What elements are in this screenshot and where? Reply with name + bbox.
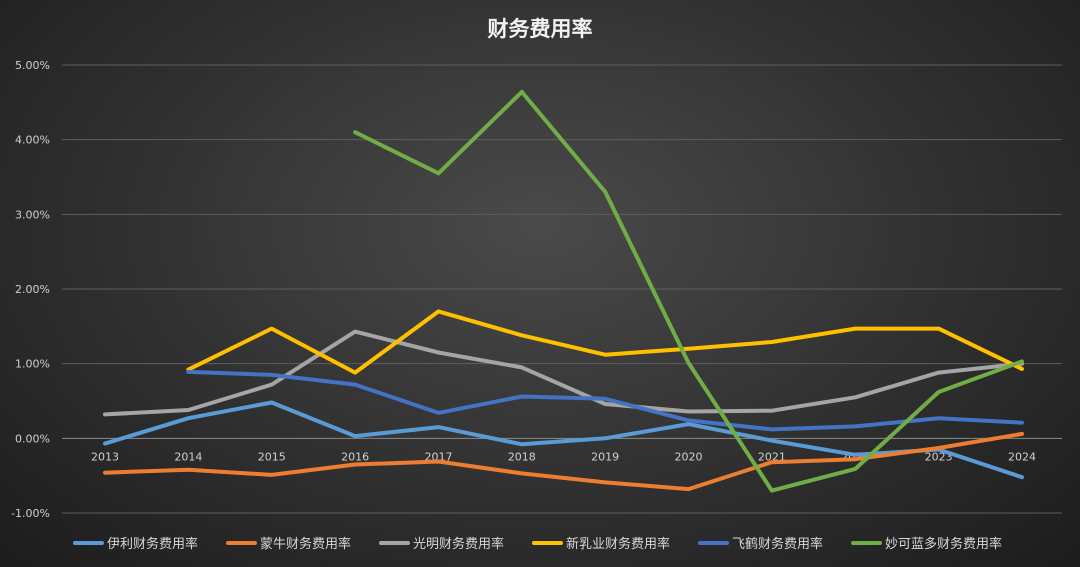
y-tick-label: 4.00%	[15, 134, 50, 147]
gridlines	[62, 64, 1062, 514]
series-line-5	[186, 369, 1024, 432]
x-tick-label: 2013	[91, 450, 119, 463]
y-tick-label: 5.00%	[15, 59, 50, 72]
legend-label: 伊利财务费用率	[107, 536, 198, 552]
x-tick-label: 2018	[508, 450, 536, 463]
y-tick-label: 2.00%	[15, 283, 50, 296]
legend: 伊利财务费用率 蒙牛财务费用率 光明财务费用率 新乳业财务费用率 飞鹤财务费用率 妙可蓝多…	[73, 536, 1002, 552]
y-tick-label: -1.00%	[11, 507, 50, 520]
x-tick-label: 2015	[258, 450, 286, 463]
legend-label: 蒙牛财务费用率	[260, 536, 351, 552]
y-tick-label: 1.00%	[15, 358, 50, 371]
chart-title: 财务费用率	[488, 17, 593, 41]
y-axis: -1.00% 0.00% 1.00% 2.00% 3.00% 4.00% 5.00%	[11, 59, 50, 520]
legend-label: 新乳业财务费用率	[566, 536, 670, 552]
x-tick-label: 2016	[341, 450, 369, 463]
x-tick-label: 2014	[174, 450, 202, 463]
series-lines	[103, 89, 1024, 493]
y-tick-label: 0.00%	[15, 432, 50, 445]
x-tick-label: 2024	[1008, 450, 1036, 463]
series-line-6	[353, 89, 1024, 493]
x-tick-label: 2019	[591, 450, 619, 463]
x-tick-label: 2020	[675, 450, 703, 463]
legend-label: 妙可蓝多财务费用率	[885, 536, 1002, 552]
legend-label: 飞鹤财务费用率	[732, 536, 823, 552]
legend-label: 光明财务费用率	[413, 536, 504, 552]
series-line-3	[103, 329, 1024, 417]
series-line-4	[186, 309, 1024, 375]
y-tick-label: 3.00%	[15, 208, 50, 221]
